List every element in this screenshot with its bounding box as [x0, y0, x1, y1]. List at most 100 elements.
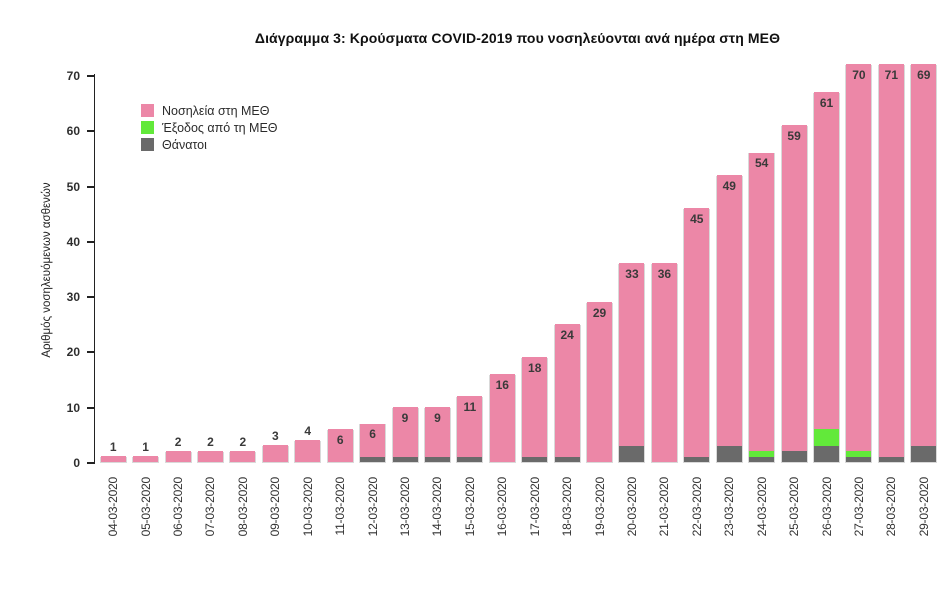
- x-tick-label: 08-03-2020: [235, 477, 250, 537]
- x-tick-label: 10-03-2020: [300, 477, 315, 537]
- bar-value-label: 6: [369, 427, 376, 442]
- bar-segment-deaths: [522, 456, 548, 462]
- bar-segment-deaths: [684, 456, 710, 462]
- bar-segment-icu: [878, 64, 904, 457]
- bar-segment-icu: [911, 64, 937, 446]
- bar-22-03-2020: [683, 208, 711, 463]
- bar-segment-icu: [716, 175, 742, 446]
- legend-swatch-icon: [141, 104, 154, 117]
- bar-value-label: 11: [463, 399, 477, 414]
- y-tick-label: 40: [66, 234, 80, 249]
- bar-value-label: 59: [787, 128, 801, 143]
- bar-segment-deaths: [554, 456, 580, 462]
- bar-18-03-2020: [553, 324, 581, 463]
- bar-value-label: 3: [271, 429, 279, 444]
- bar-28-03-2020: [877, 64, 905, 463]
- bar-segment-deaths: [716, 445, 742, 462]
- bar-value-label: 45: [690, 211, 704, 226]
- bar-value-label: 69: [917, 67, 931, 82]
- bar-segment-deaths: [846, 456, 872, 462]
- bar-segment-icu: [749, 152, 775, 452]
- bar-26-03-2020: [813, 92, 841, 463]
- y-tick: [86, 351, 94, 354]
- x-tick-label: 20-03-2020: [624, 477, 639, 537]
- x-tick-label: 25-03-2020: [787, 477, 802, 537]
- bar-13-03-2020: [391, 407, 419, 463]
- x-tick-label: 23-03-2020: [722, 477, 737, 537]
- bar-value-label: 2: [174, 434, 182, 449]
- bar-21-03-2020: [650, 262, 678, 463]
- bar-value-label: 9: [401, 410, 409, 425]
- bar-segment-icu: [554, 324, 580, 457]
- y-tick: [86, 296, 94, 299]
- legend-label: Νοσηλεία στη ΜΕΘ: [162, 103, 270, 118]
- bar-segment-icu: [522, 357, 548, 457]
- bar-segment-icu: [100, 456, 126, 462]
- bar-segment-icu: [327, 428, 353, 462]
- bar-12-03-2020: [359, 423, 387, 463]
- legend: Νοσηλεία στη ΜΕΘ Έξοδος από τη ΜΕΘ Θάνατοι: [141, 102, 278, 153]
- bar-09-03-2020: [261, 445, 289, 463]
- bar-10-03-2020: [294, 439, 322, 463]
- bar-19-03-2020: [586, 301, 614, 463]
- bar-segment-deaths: [619, 445, 645, 462]
- legend-label: Έξοδος από τη ΜΕΘ: [162, 120, 278, 135]
- legend-item: Θάνατοι: [141, 136, 278, 153]
- y-tick-label: 60: [66, 124, 80, 139]
- bar-value-label: 9: [434, 410, 441, 425]
- bar-value-label: 1: [142, 440, 149, 455]
- bar-segment-icu: [489, 373, 515, 462]
- bar-value-label: 2: [207, 434, 214, 449]
- bar-14-03-2020: [423, 407, 451, 463]
- bar-value-label: 54: [754, 156, 769, 171]
- bar-value-label: 70: [852, 67, 866, 82]
- x-tick-label: 17-03-2020: [527, 477, 542, 537]
- bar-segment-icu: [133, 456, 159, 462]
- x-tick-label: 19-03-2020: [592, 477, 607, 537]
- y-tick-label: 50: [66, 179, 80, 194]
- bar-value-label: 2: [239, 434, 247, 449]
- bar-value-label: 36: [657, 266, 672, 281]
- legend-swatch-icon: [141, 121, 154, 134]
- bar-segment-icu: [295, 439, 321, 462]
- bar-segment-deaths: [457, 456, 483, 462]
- x-tick-label: 07-03-2020: [203, 477, 218, 537]
- bar-segment-discharged: [814, 429, 840, 446]
- bar-value-label: 18: [528, 360, 542, 375]
- bar-06-03-2020: [164, 450, 192, 463]
- x-tick-label: 27-03-2020: [851, 477, 866, 537]
- x-tick-label: 21-03-2020: [657, 477, 672, 537]
- bar-segment-icu: [457, 396, 483, 457]
- y-tick: [86, 240, 94, 243]
- x-tick-label: 11-03-2020: [333, 477, 348, 536]
- bar-segment-deaths: [424, 456, 450, 462]
- y-tick: [86, 130, 94, 133]
- bar-23-03-2020: [715, 175, 743, 463]
- bar-value-label: 6: [336, 432, 344, 447]
- bar-value-label: 49: [722, 178, 736, 193]
- bar-segment-icu: [781, 125, 807, 452]
- x-tick-label: 28-03-2020: [884, 477, 899, 537]
- bar-29-03-2020: [910, 64, 938, 463]
- bar-segment-icu: [619, 263, 645, 446]
- y-axis-line: [93, 74, 95, 464]
- bar-segment-icu: [360, 423, 386, 457]
- bar-27-03-2020: [845, 64, 873, 463]
- y-tick: [86, 406, 94, 409]
- bar-segment-deaths: [814, 445, 840, 462]
- bar-07-03-2020: [196, 450, 224, 463]
- chart-title: Διάγραμμα 3: Κρούσματα COVID-2019 που νο…: [254, 30, 781, 46]
- bar-segment-discharged: [846, 451, 872, 457]
- bar-segment-icu: [197, 450, 223, 462]
- x-tick-label: 18-03-2020: [560, 477, 575, 537]
- bar-segment-icu: [165, 450, 191, 462]
- bar-segment-icu: [814, 92, 840, 430]
- bar-segment-icu: [684, 208, 710, 457]
- x-tick-label: 14-03-2020: [430, 477, 445, 537]
- x-tick-label: 04-03-2020: [106, 477, 121, 537]
- bar-segment-deaths: [360, 456, 386, 462]
- y-tick: [86, 185, 94, 188]
- bar-segment-deaths: [781, 450, 807, 462]
- bar-11-03-2020: [326, 428, 354, 463]
- legend-item: Νοσηλεία στη ΜΕΘ: [141, 102, 278, 119]
